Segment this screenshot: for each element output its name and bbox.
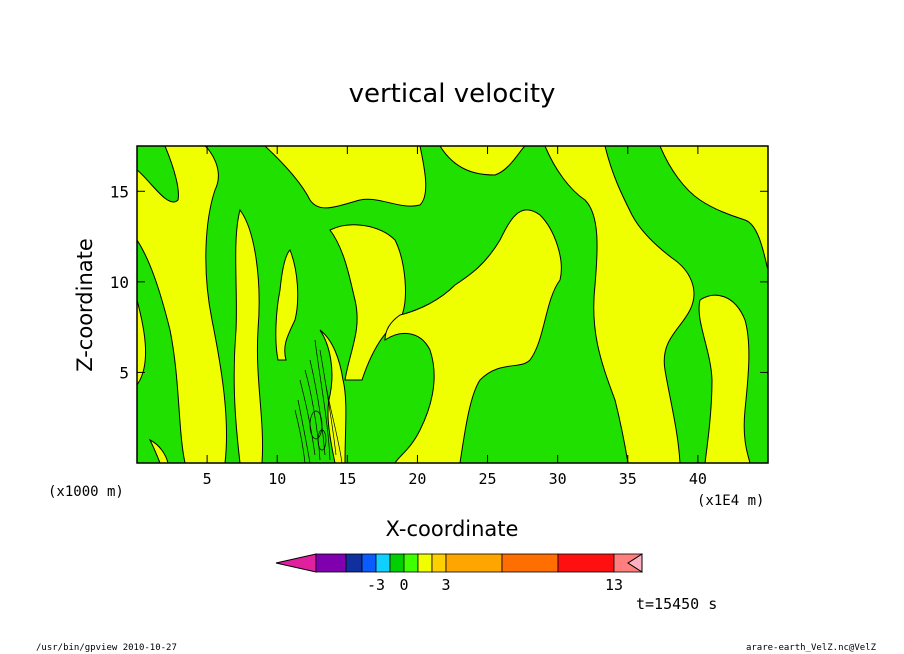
- x-tick-label: 10: [268, 470, 286, 488]
- chart-title: vertical velocity: [349, 79, 556, 109]
- x-tick-label: 20: [408, 470, 426, 488]
- colorbar-swatch: [375, 553, 391, 573]
- x-tick-label: 15: [338, 470, 356, 488]
- contour-line: [294, 339, 343, 463]
- updraft-region: [329, 224, 406, 381]
- plot-area: [136, 145, 769, 464]
- x-tick-label: 40: [689, 470, 707, 488]
- x-unit-right: (x1E4 m): [697, 493, 764, 509]
- x-axis-label: X-coordinate: [386, 517, 519, 541]
- colorbar-arrow-high: [627, 553, 643, 573]
- x-tick-label: 30: [549, 470, 567, 488]
- colorbar-label: -3: [367, 576, 385, 594]
- updraft-region: [544, 146, 695, 463]
- x-axis: 5 10 15 20 25 30 35 40: [203, 146, 707, 488]
- colorbar-swatch: [315, 553, 347, 573]
- updraft-region: [275, 249, 299, 361]
- colorbar-label: 3: [441, 576, 450, 594]
- colorbar-swatch: [389, 553, 405, 573]
- updraft-region: [659, 146, 768, 271]
- colorbar-arrow-low: [275, 553, 317, 573]
- updraft-region: [439, 146, 526, 176]
- colorbar: -3 0 3 13: [275, 553, 643, 594]
- colorbar-swatch: [445, 553, 503, 573]
- colorbar-swatch: [431, 553, 447, 573]
- x-tick-label: 5: [203, 470, 212, 488]
- convective-cell-contours: [294, 339, 343, 463]
- footer-right: arare-earth_VelZ.nc@VelZ: [746, 643, 877, 653]
- colorbar-swatch: [345, 553, 363, 573]
- colorbar-swatch: [361, 553, 377, 573]
- plot-frame: [136, 145, 769, 464]
- updraft-region: [137, 299, 147, 386]
- x-unit-left: (x1000 m): [48, 484, 124, 500]
- updraft-region: [148, 438, 169, 463]
- footer-left: /usr/bin/gpview 2010-10-27: [36, 643, 177, 653]
- contour-regions: [137, 146, 768, 463]
- updraft-region: [698, 294, 751, 463]
- updraft-region: [233, 208, 264, 463]
- contour-line: [309, 410, 323, 440]
- time-label: t=15450 s: [636, 595, 717, 613]
- y-tick-label: 5: [119, 363, 129, 382]
- colorbar-swatch: [417, 553, 433, 573]
- updraft-region: [384, 209, 562, 463]
- x-tick-label: 25: [479, 470, 497, 488]
- y-axis-label: Z-coordinate: [73, 238, 97, 372]
- colorbar-swatch: [557, 553, 615, 573]
- y-tick-label: 15: [110, 182, 129, 201]
- x-tick-label: 35: [619, 470, 637, 488]
- y-tick-label: 10: [110, 273, 129, 292]
- updraft-region: [264, 146, 427, 209]
- colorbar-label: 13: [605, 576, 623, 594]
- contour-line: [317, 429, 327, 451]
- y-axis: 5 10 15: [110, 182, 768, 382]
- colorbar-swatch: [501, 553, 559, 573]
- updraft-region: [137, 146, 228, 463]
- colorbar-label: 0: [399, 576, 408, 594]
- colorbar-swatch: [403, 553, 419, 573]
- updraft-region: [319, 329, 347, 463]
